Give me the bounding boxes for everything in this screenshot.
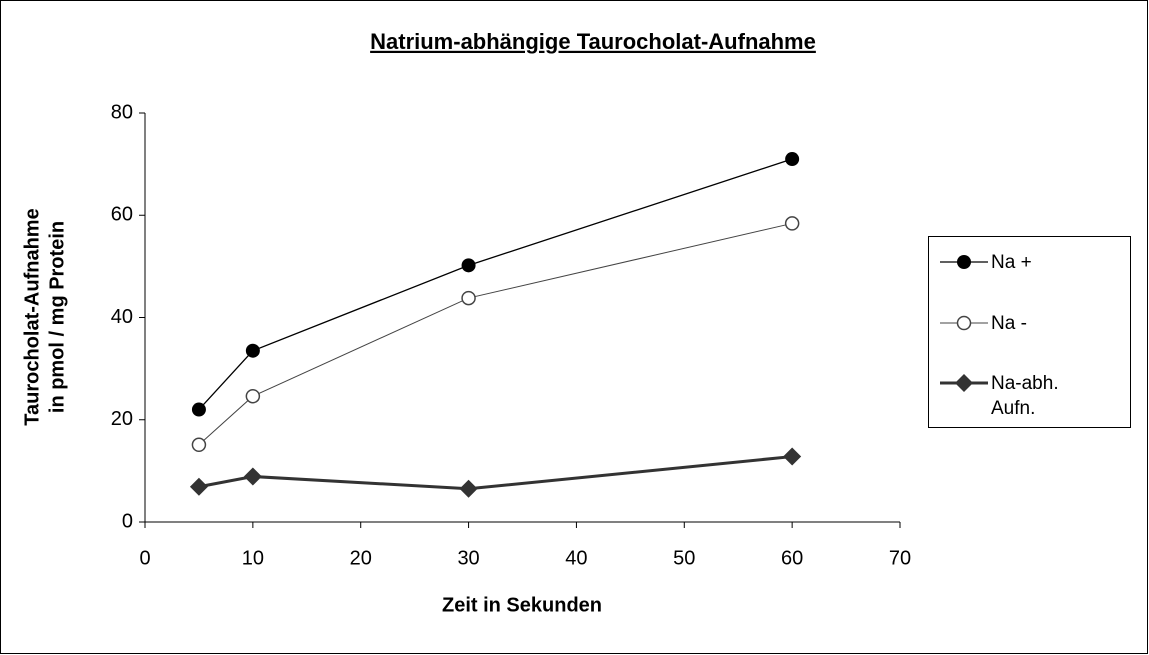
x-tick-label: 50 — [673, 547, 695, 569]
data-point — [459, 479, 478, 498]
y-tick-label: 20 — [111, 408, 133, 430]
x-tick-label: 10 — [242, 547, 264, 569]
data-point — [189, 477, 208, 496]
x-tick-label: 40 — [565, 547, 587, 569]
data-point — [191, 402, 206, 417]
chart-title: Natrium-abhängige Taurocholat-Aufnahme — [370, 29, 816, 54]
legend-marker — [956, 315, 972, 331]
data-point — [461, 258, 476, 273]
series-line — [198, 158, 793, 410]
y-tick-label: 40 — [111, 306, 133, 328]
legend-label: Na-abh. Aufn. — [991, 372, 1059, 419]
x-tick-label: 0 — [139, 547, 150, 569]
data-point — [783, 447, 802, 466]
legend-label: Na + — [991, 251, 1032, 273]
y-tick-label: 60 — [111, 204, 133, 226]
x-tick-label: 20 — [350, 547, 372, 569]
y-tick-label: 0 — [122, 510, 133, 532]
x-axis-label: Zeit in Sekunden — [442, 594, 602, 616]
series-line — [198, 222, 793, 446]
y-tick-label: 80 — [111, 101, 133, 123]
legend-marker — [955, 374, 973, 392]
data-point — [245, 388, 261, 404]
legend-marker — [957, 255, 971, 269]
data-point — [191, 437, 207, 453]
data-point — [461, 290, 476, 306]
x-tick-label: 60 — [781, 547, 803, 569]
data-point — [784, 216, 800, 231]
y-axis-label: in pmol / mg Protein — [46, 221, 68, 413]
y-axis-label: Taurocholat-Aufnahme — [21, 208, 43, 425]
x-tick-label: 70 — [889, 547, 911, 569]
x-tick-label: 30 — [457, 547, 479, 569]
legend-label: Na - — [991, 312, 1027, 334]
series-line — [198, 455, 793, 491]
data-point — [785, 152, 800, 167]
data-point — [243, 467, 262, 486]
data-point — [245, 343, 260, 358]
